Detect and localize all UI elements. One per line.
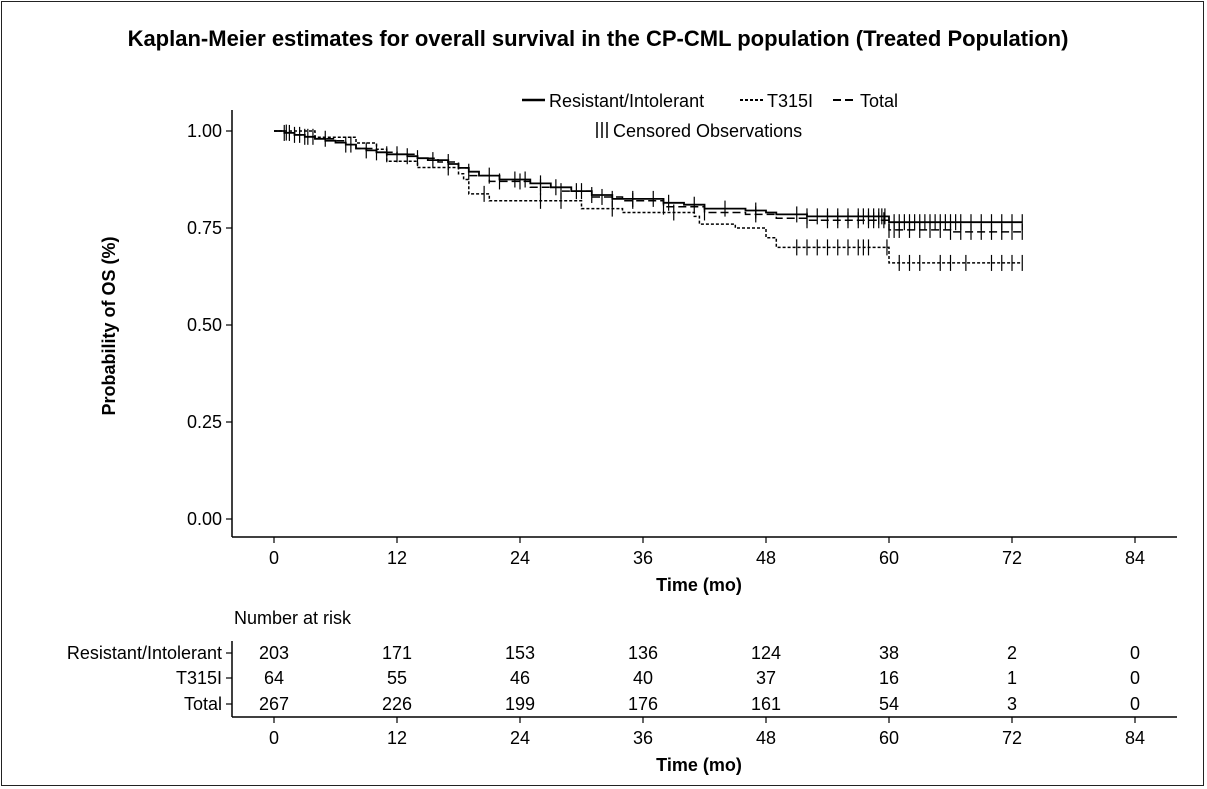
legend-censor-marks xyxy=(596,122,608,138)
risk-cell: 171 xyxy=(382,643,412,663)
y-axis-label: Probability of OS (%) xyxy=(99,236,119,415)
risk-cell: 54 xyxy=(879,694,899,714)
risk-cell: 2 xyxy=(1007,643,1017,663)
risk-row-label: T315I xyxy=(176,668,222,688)
risk-x-tick-label: 0 xyxy=(269,728,279,748)
risk-cell: 0 xyxy=(1130,643,1140,663)
risk-cell: 37 xyxy=(756,668,776,688)
risk-row-label: Total xyxy=(184,694,222,714)
risk-x-tick-label: 84 xyxy=(1125,728,1145,748)
risk-x-axis-label: Time (mo) xyxy=(656,755,742,775)
y-tick-label: 1.00 xyxy=(187,121,222,141)
km-curve xyxy=(274,130,1023,233)
risk-cell: 0 xyxy=(1130,694,1140,714)
survival-curves xyxy=(274,124,1023,271)
risk-cell: 199 xyxy=(505,694,535,714)
km-curve xyxy=(274,130,1023,264)
risk-cell: 124 xyxy=(751,643,781,663)
km-curve xyxy=(274,130,1023,224)
y-tick-label: 0.00 xyxy=(187,509,222,529)
x-tick-label: 84 xyxy=(1125,548,1145,568)
series-total xyxy=(274,124,1023,240)
x-tick-label: 12 xyxy=(387,548,407,568)
risk-x-tick-label: 24 xyxy=(510,728,530,748)
risk-cell: 267 xyxy=(259,694,289,714)
risk-cell: 16 xyxy=(879,668,899,688)
risk-x-tick-label: 12 xyxy=(387,728,407,748)
risk-x-tick-label: 60 xyxy=(879,728,899,748)
y-tick-label: 0.75 xyxy=(187,218,222,238)
legend-label-total: Total xyxy=(860,91,898,111)
risk-row-label: Resistant/Intolerant xyxy=(67,643,222,663)
x-tick-label: 48 xyxy=(756,548,776,568)
risk-cell: 226 xyxy=(382,694,412,714)
risk-cell: 55 xyxy=(387,668,407,688)
chart-title: Kaplan-Meier estimates for overall survi… xyxy=(128,26,1069,51)
legend-label-t315i: T315I xyxy=(767,91,813,111)
plot-axes: 0.00 0.25 0.50 0.75 1.00 0 12 24 36 48 60 72 84 xyxy=(187,110,1177,568)
risk-cell: 161 xyxy=(751,694,781,714)
y-tick-label: 0.50 xyxy=(187,315,222,335)
risk-cell: 46 xyxy=(510,668,530,688)
risk-cell: 1 xyxy=(1007,668,1017,688)
legend-censor-label: Censored Observations xyxy=(613,121,802,141)
risk-cell: 203 xyxy=(259,643,289,663)
risk-cell: 153 xyxy=(505,643,535,663)
x-tick-label: 72 xyxy=(1002,548,1022,568)
y-tick-label: 0.25 xyxy=(187,412,222,432)
x-tick-label: 24 xyxy=(510,548,530,568)
legend-label-resistant: Resistant/Intolerant xyxy=(549,91,704,111)
risk-cell: 3 xyxy=(1007,694,1017,714)
risk-cell: 176 xyxy=(628,694,658,714)
risk-x-tick-label: 36 xyxy=(633,728,653,748)
risk-x-tick-label: 48 xyxy=(756,728,776,748)
legend: Resistant/Intolerant T315I Total Censore… xyxy=(522,91,898,141)
x-tick-label: 0 xyxy=(269,548,279,568)
risk-cell: 64 xyxy=(264,668,284,688)
x-axis-label: Time (mo) xyxy=(656,575,742,595)
risk-table-title: Number at risk xyxy=(234,608,352,628)
risk-cell: 38 xyxy=(879,643,899,663)
risk-cell: 136 xyxy=(628,643,658,663)
x-tick-label: 60 xyxy=(879,548,899,568)
risk-cell: 40 xyxy=(633,668,653,688)
risk-table: Resistant/Intolerant 203 171 153 136 124 38 2 0T… xyxy=(67,641,1177,748)
risk-cell: 0 xyxy=(1130,668,1140,688)
x-tick-label: 36 xyxy=(633,548,653,568)
risk-x-tick-label: 72 xyxy=(1002,728,1022,748)
